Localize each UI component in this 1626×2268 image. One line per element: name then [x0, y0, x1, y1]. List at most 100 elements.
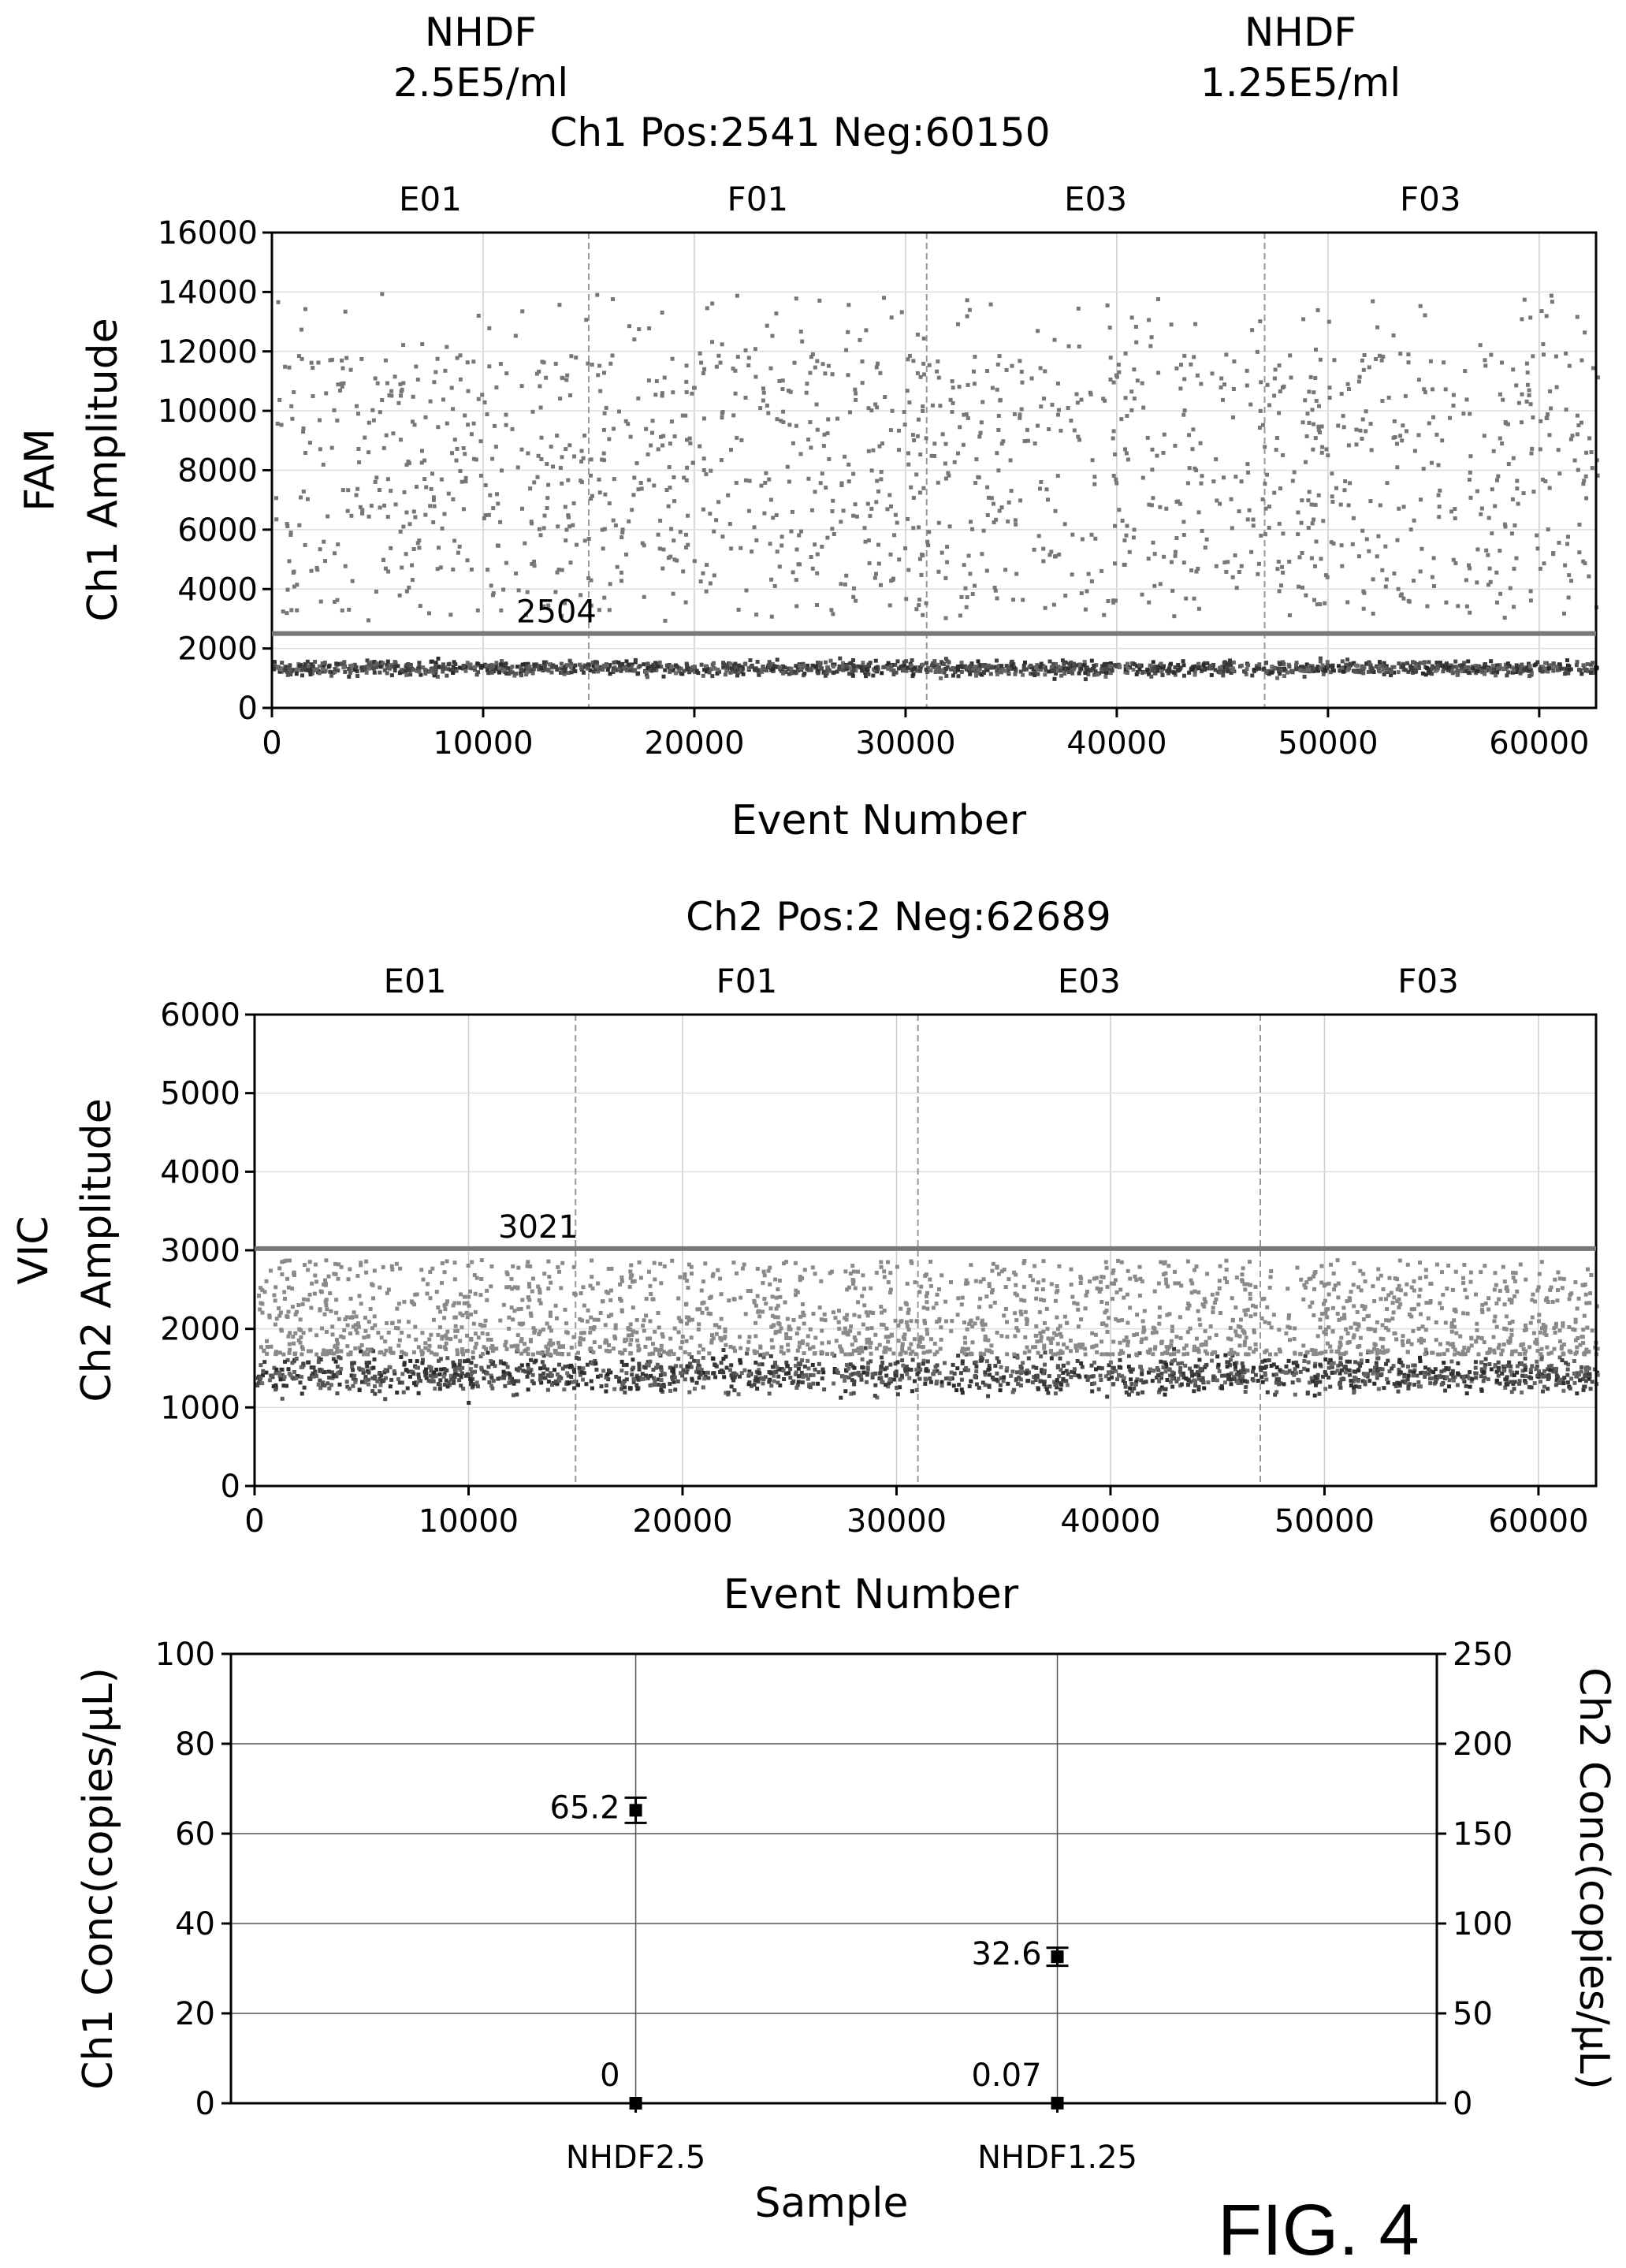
- droplet-positive: [904, 597, 909, 601]
- droplet-negative: [646, 1376, 650, 1380]
- droplet-positive: [1453, 560, 1458, 565]
- droplet-negative: [1282, 674, 1286, 679]
- droplet-negative: [1406, 1384, 1411, 1389]
- droplet-positive: [1070, 532, 1075, 537]
- droplet-positive: [972, 369, 976, 374]
- droplet-negative: [1047, 669, 1051, 674]
- droplet-positive: [1562, 611, 1566, 616]
- droplet-positive: [684, 532, 688, 537]
- droplet-negative: [317, 671, 322, 676]
- droplet-negative: [1201, 667, 1206, 672]
- droplet-positive: [1287, 613, 1292, 617]
- droplet-negative: [1025, 1379, 1030, 1384]
- droplet-positive: [1299, 520, 1304, 525]
- droplet-positive: [918, 374, 923, 379]
- droplet-negative: [493, 1364, 497, 1369]
- droplet-positive: [579, 449, 584, 453]
- droplet-positive: [972, 382, 977, 386]
- droplet-negative: [692, 1358, 697, 1363]
- droplet-negative: [1244, 1385, 1248, 1389]
- droplet-positive: [1456, 604, 1460, 609]
- droplet-negative: [635, 1387, 640, 1391]
- droplet-negative: [415, 668, 419, 673]
- droplet-negative: [487, 665, 492, 668]
- droplet-negative: [601, 1369, 606, 1373]
- droplet-positive: [1483, 363, 1488, 368]
- droplet-positive: [385, 477, 390, 482]
- droplet-negative: [1340, 666, 1345, 671]
- droplet-positive: [1383, 544, 1388, 549]
- droplet-negative: [760, 669, 765, 674]
- droplet-positive: [1122, 538, 1127, 542]
- droplet-positive: [363, 435, 367, 440]
- droplet-positive: [846, 303, 851, 307]
- droplet-positive: [1300, 585, 1305, 590]
- droplet-positive: [424, 485, 429, 490]
- droplet-negative: [546, 1380, 551, 1384]
- droplet-negative: [1506, 670, 1511, 675]
- droplet-positive: [1401, 423, 1405, 428]
- droplet-negative: [886, 661, 891, 665]
- droplet-negative: [860, 1357, 865, 1361]
- droplet-negative: [1511, 1380, 1516, 1384]
- droplet-negative: [737, 663, 742, 668]
- droplet-positive: [672, 557, 677, 562]
- droplet-negative: [486, 671, 491, 676]
- droplet-negative: [1275, 676, 1280, 680]
- droplet-negative: [1135, 1377, 1140, 1382]
- droplet-negative: [1568, 1386, 1572, 1391]
- droplet-positive: [727, 522, 732, 527]
- droplet-positive: [564, 447, 568, 452]
- droplet-negative: [852, 1365, 857, 1370]
- droplet-negative: [959, 661, 964, 665]
- droplet-negative: [810, 1362, 815, 1367]
- droplet-negative: [1434, 1380, 1438, 1384]
- droplet-negative: [589, 1379, 593, 1384]
- droplet-negative: [858, 1373, 861, 1378]
- droplet-negative: [1079, 666, 1084, 671]
- droplet-positive: [600, 527, 605, 532]
- droplet-positive: [1311, 447, 1315, 452]
- droplet-negative: [1581, 1387, 1586, 1392]
- droplet-positive: [827, 456, 832, 461]
- droplet-negative: [1092, 672, 1096, 677]
- droplet-positive: [945, 545, 950, 549]
- droplet-positive: [731, 367, 735, 371]
- droplet-positive: [1527, 388, 1531, 393]
- droplet-negative: [438, 1357, 443, 1361]
- droplet-positive: [1297, 584, 1301, 589]
- droplet-negative: [586, 1362, 590, 1367]
- droplet-negative: [504, 1361, 508, 1366]
- droplet-negative: [459, 1375, 463, 1380]
- droplet-negative: [914, 1367, 919, 1372]
- droplet-negative: [393, 661, 398, 665]
- droplet-negative: [767, 663, 772, 668]
- droplet-positive: [809, 508, 814, 512]
- droplet-positive: [1246, 471, 1251, 475]
- droplet-negative: [813, 1367, 817, 1372]
- droplet-negative: [1053, 662, 1058, 667]
- droplet-positive: [1131, 535, 1136, 540]
- droplet-negative: [697, 1370, 701, 1375]
- droplet-positive: [1375, 325, 1380, 330]
- droplet-negative: [478, 665, 483, 670]
- droplet-negative: [1581, 1377, 1586, 1381]
- droplet-negative: [888, 663, 893, 668]
- droplet-negative: [1021, 666, 1026, 671]
- droplet-positive: [1182, 377, 1187, 382]
- droplet-negative: [441, 662, 445, 667]
- droplet-positive: [650, 419, 655, 423]
- droplet-positive: [1279, 583, 1283, 588]
- droplet-negative: [1562, 1376, 1567, 1380]
- droplet-negative: [1149, 674, 1154, 679]
- droplet-positive: [632, 337, 637, 342]
- droplet-negative: [567, 1380, 571, 1385]
- droplet-positive: [729, 448, 733, 452]
- droplet-positive: [1114, 374, 1119, 379]
- droplet-negative: [523, 1369, 528, 1374]
- droplet-negative: [608, 663, 612, 668]
- droplet-negative: [1270, 670, 1274, 675]
- droplet-negative: [679, 1371, 683, 1376]
- droplet-positive: [943, 461, 947, 466]
- droplet-positive: [1379, 358, 1384, 363]
